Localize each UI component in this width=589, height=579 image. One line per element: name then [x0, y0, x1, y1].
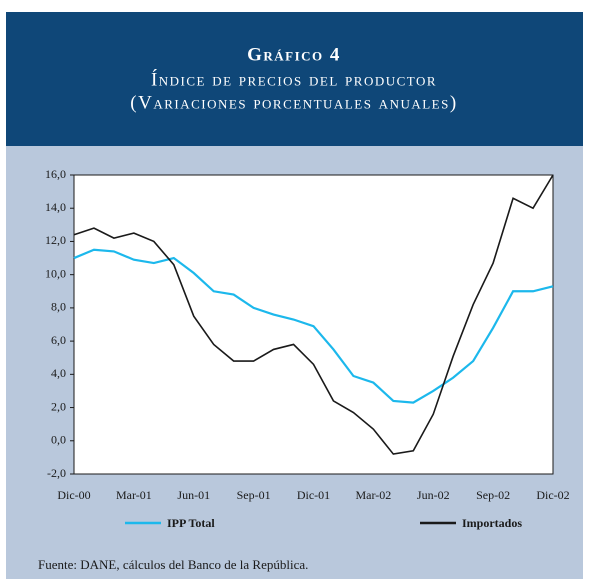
- y-tick-label: 14,0: [45, 200, 66, 214]
- y-tick-label: 6,0: [51, 333, 66, 347]
- source-note: Fuente: DANE, cálculos del Banco de la R…: [38, 557, 308, 572]
- x-tick-label: Jun-01: [177, 488, 210, 502]
- chart-subtitle: Índice de precios del productor: [151, 68, 437, 90]
- y-tick-label: 4,0: [51, 366, 66, 380]
- chart-title: Gráfico 4: [247, 44, 341, 65]
- x-tick-label: Sep-01: [237, 488, 271, 502]
- x-tick-label: Mar-01: [116, 488, 152, 502]
- x-tick-label: Sep-02: [476, 488, 510, 502]
- y-tick-label: 2,0: [51, 399, 66, 413]
- series-line: [73, 248, 554, 404]
- x-tick-label: Dic-00: [57, 488, 90, 502]
- plot-area: [73, 174, 554, 475]
- header-band: [6, 12, 583, 146]
- x-tick-label: Mar-02: [356, 488, 392, 502]
- y-tick-label: 16,0: [45, 167, 66, 181]
- y-tick-label: -2,0: [47, 466, 66, 480]
- x-tick-label: Dic-02: [536, 488, 569, 502]
- series-line: [73, 174, 554, 455]
- x-tick-label: Jun-02: [417, 488, 450, 502]
- y-tick-label: 8,0: [51, 300, 66, 314]
- x-tick-label: Dic-01: [297, 488, 330, 502]
- y-tick-label: 10,0: [45, 266, 66, 280]
- legend-label: IPP Total: [167, 516, 215, 530]
- legend-label: Importados: [462, 516, 522, 530]
- chart-note: (Variaciones porcentuales anuales): [130, 92, 457, 113]
- y-tick-label: 12,0: [45, 233, 66, 247]
- y-tick-label: 0,0: [51, 433, 66, 447]
